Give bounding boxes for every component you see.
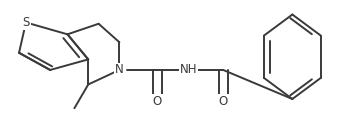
Text: NH: NH xyxy=(180,63,197,76)
Text: O: O xyxy=(153,95,162,108)
Text: O: O xyxy=(219,95,228,108)
Text: S: S xyxy=(22,16,30,29)
Text: N: N xyxy=(115,63,124,76)
